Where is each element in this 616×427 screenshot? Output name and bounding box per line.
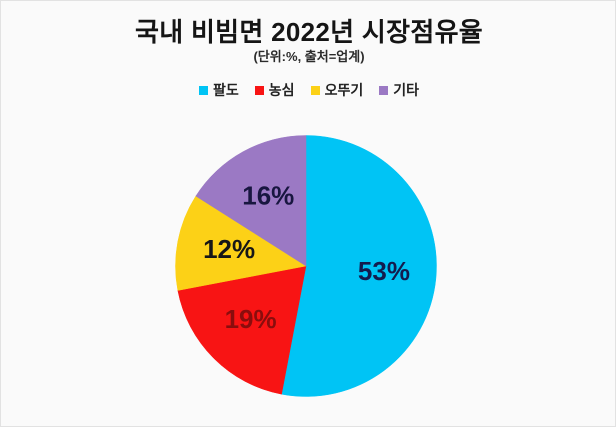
legend-swatch-icon: [310, 85, 320, 95]
legend-label: 오뚜기: [324, 82, 364, 98]
pie-slice-팔도[interactable]: [281, 135, 437, 397]
legend-swatch-icon: [199, 85, 209, 95]
pie-svg: 53% 19% 12% 16%: [175, 135, 437, 397]
chart-title: 국내 비빔면 2022년 시장점유율: [134, 17, 484, 47]
pie-slice-label-농심: 19%: [225, 304, 277, 334]
legend-item-기타[interactable]: 기타: [379, 80, 419, 100]
legend-item-농심[interactable]: 농심: [254, 80, 295, 100]
legend-swatch-icon: [254, 85, 264, 95]
pie-slice-기타[interactable]: [195, 135, 307, 267]
legend-label: 팔도: [213, 82, 239, 98]
pie-slice-농심[interactable]: [177, 265, 307, 395]
chart-subtitle: (단위:%, 출처=업계): [253, 49, 365, 64]
legend-label: 농심: [268, 82, 295, 98]
pie-slice-label-오뚜기: 12%: [203, 234, 255, 264]
pie-label-group: 53% 19% 12% 16%: [203, 180, 410, 334]
chart-legend: 팔도 농심 오뚜기 기타: [1, 80, 615, 100]
pie-slice-label-팔도: 53%: [358, 256, 410, 286]
legend-swatch-icon: [379, 85, 389, 95]
pie-slice-오뚜기[interactable]: [175, 195, 307, 291]
pie-slice-group: [175, 135, 437, 397]
legend-label: 기타: [393, 82, 419, 98]
legend-item-팔도[interactable]: 팔도: [199, 80, 239, 100]
pie-chart: 53% 19% 12% 16%: [175, 135, 437, 397]
legend-item-오뚜기[interactable]: 오뚜기: [310, 80, 364, 100]
pie-slice-label-기타: 16%: [242, 180, 294, 210]
